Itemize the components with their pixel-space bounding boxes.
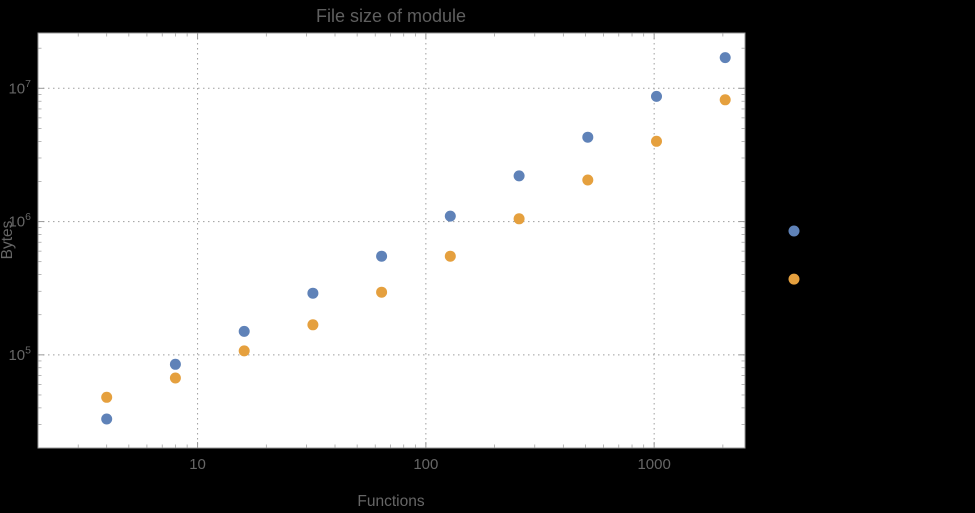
data-point-series-2-orange — [788, 273, 800, 285]
data-point-series-2-orange — [101, 391, 113, 403]
y-tick-base: 10 — [8, 214, 25, 231]
data-point-series-1-blue — [376, 250, 388, 262]
data-point-series-2-orange — [444, 250, 456, 262]
data-point-series-1-blue — [307, 287, 319, 299]
y-tick-exponent: 6 — [25, 211, 31, 223]
data-point-series-2-orange — [169, 372, 181, 384]
y-tick-label: 105 — [8, 344, 31, 364]
plot-background — [38, 33, 745, 448]
data-point-series-1-blue — [651, 90, 662, 102]
plot-frame — [37, 32, 746, 449]
y-tick-exponent: 5 — [25, 344, 31, 356]
data-point-series-2-orange — [307, 319, 319, 331]
data-point-series-1-blue — [582, 131, 594, 143]
data-point-series-2-orange — [376, 286, 388, 298]
x-tick-label: 10 — [189, 456, 206, 473]
chart-title: File size of module — [316, 6, 466, 26]
data-point-series-1-blue — [444, 210, 456, 222]
data-point-series-1-blue — [788, 225, 800, 237]
data-point-series-1-blue — [101, 413, 113, 425]
x-axis-label: Functions — [357, 493, 424, 510]
x-tick-label: 1000 — [637, 456, 670, 473]
y-axis-label: Bytes — [0, 220, 16, 259]
y-tick-exponent: 7 — [25, 78, 31, 90]
x-tick-label: 100 — [413, 456, 438, 473]
data-point-series-2-orange — [651, 135, 662, 147]
data-point-series-1-blue — [238, 325, 250, 337]
y-tick-label: 106 — [8, 211, 31, 231]
data-point-series-2-orange — [238, 345, 250, 357]
y-tick-base: 10 — [8, 347, 25, 364]
data-point-series-2-orange — [719, 94, 731, 106]
data-point-series-1-blue — [169, 358, 181, 370]
data-point-series-1-blue — [513, 170, 525, 182]
y-tick-label: 107 — [8, 78, 31, 98]
data-point-series-2-orange — [582, 174, 594, 186]
data-point-series-1-blue — [719, 52, 731, 64]
y-tick-base: 10 — [8, 80, 25, 97]
data-point-series-2-orange — [513, 213, 525, 225]
